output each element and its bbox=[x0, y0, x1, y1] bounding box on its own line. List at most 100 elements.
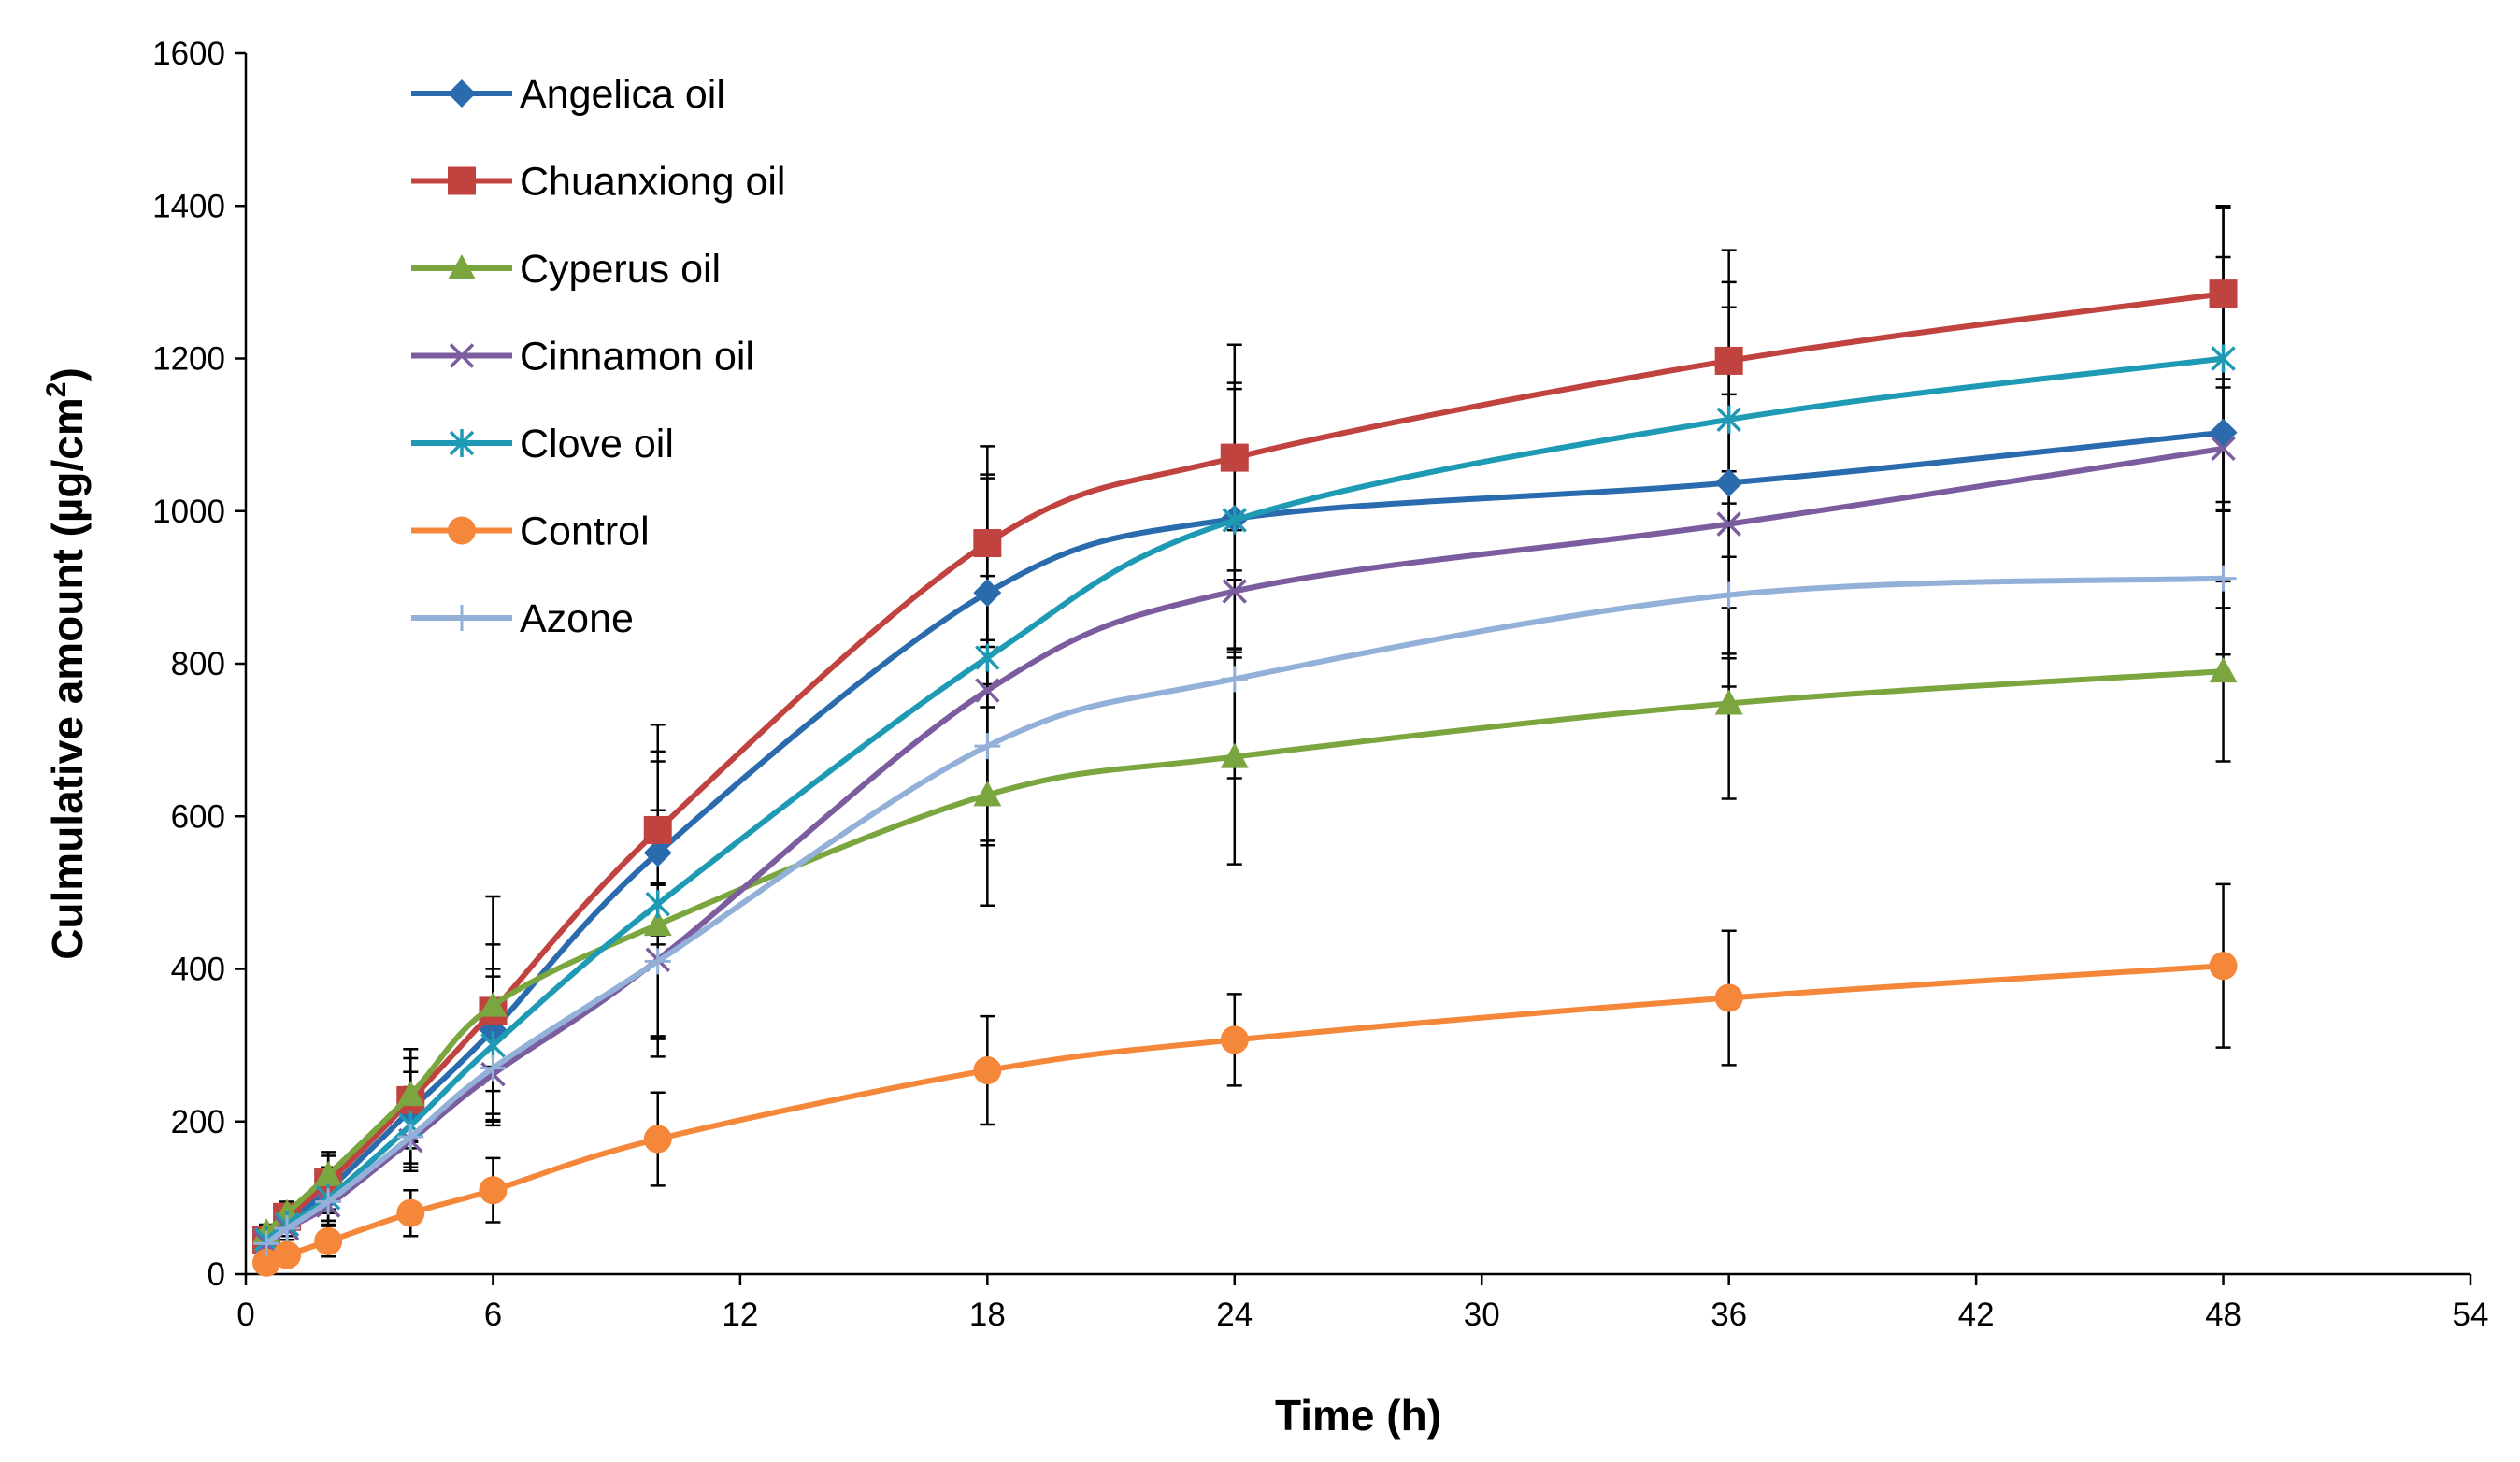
y-tick-label: 400 bbox=[171, 952, 225, 988]
plus-marker bbox=[974, 733, 1001, 760]
circle-marker bbox=[273, 1240, 302, 1269]
triangle-marker bbox=[973, 781, 1002, 807]
diamond-marker bbox=[2209, 418, 2238, 447]
diamond-marker bbox=[973, 579, 1002, 608]
plus-marker bbox=[397, 1124, 424, 1151]
legend-label: Cinnamon oil bbox=[520, 335, 754, 380]
x-tick-label: 24 bbox=[1216, 1297, 1253, 1333]
triangle-marker bbox=[479, 991, 508, 1017]
x-axis-title: Time (h) bbox=[1275, 1391, 1441, 1440]
x-marker bbox=[1716, 511, 1741, 537]
legend-item: Chuanxiong oil bbox=[411, 160, 785, 205]
x-tick-label: 42 bbox=[1958, 1297, 1995, 1333]
x-marker bbox=[2211, 436, 2236, 462]
y-tick-label: 1600 bbox=[152, 36, 225, 72]
y-tick-label: 1400 bbox=[152, 188, 225, 224]
y-tick-label: 1000 bbox=[152, 494, 225, 530]
triangle-marker bbox=[1714, 689, 1743, 715]
plus-marker bbox=[1221, 666, 1248, 693]
star-marker bbox=[2211, 344, 2236, 373]
star-marker bbox=[645, 890, 670, 919]
square-marker bbox=[1220, 443, 1249, 472]
series-cinnamon-oil bbox=[253, 436, 2236, 1256]
series-line bbox=[265, 355, 2224, 1242]
star-marker bbox=[1716, 405, 1741, 434]
triangle-marker bbox=[314, 1160, 343, 1186]
legend-item: Clove oil bbox=[411, 422, 674, 466]
x-marker bbox=[1222, 579, 1248, 604]
y-axis-title-close: ) bbox=[43, 367, 92, 381]
y-tick-label: 600 bbox=[171, 798, 225, 835]
y-axis-title-sup: 2 bbox=[41, 382, 72, 398]
plus-marker bbox=[449, 605, 475, 631]
y-tick-label: 0 bbox=[208, 1256, 225, 1293]
x-tick-label: 18 bbox=[969, 1297, 1006, 1333]
series-clove-oil bbox=[253, 344, 2236, 1254]
star-marker bbox=[1222, 506, 1248, 535]
diamond-marker bbox=[1714, 468, 1743, 497]
square-marker bbox=[973, 529, 1002, 558]
legend: Angelica oil Chuanxiong oil Cyperus oil Cin… bbox=[411, 72, 785, 641]
circle-marker bbox=[2209, 952, 2238, 981]
y-tick-label: 200 bbox=[171, 1104, 225, 1140]
circle-marker bbox=[1220, 1025, 1249, 1054]
plus-marker bbox=[315, 1188, 342, 1215]
y-axis-title: Culmulative amount (µg/cm2) bbox=[41, 367, 92, 960]
legend-label: Clove oil bbox=[520, 422, 674, 466]
x-tick-label: 12 bbox=[722, 1297, 758, 1333]
plus-marker bbox=[2210, 565, 2237, 592]
triangle-marker bbox=[448, 254, 476, 280]
x-tick-label: 48 bbox=[2205, 1297, 2241, 1333]
legend-item: Cyperus oil bbox=[411, 247, 721, 292]
legend-item: Azone bbox=[411, 596, 634, 641]
square-marker bbox=[1714, 346, 1743, 375]
square-marker bbox=[643, 815, 672, 844]
plus-marker bbox=[1715, 581, 1742, 609]
x-marker bbox=[975, 678, 1000, 703]
x-tick-label: 0 bbox=[236, 1297, 254, 1333]
legend-label: Control bbox=[520, 509, 650, 554]
star-marker bbox=[449, 429, 475, 457]
legend-item: Cinnamon oil bbox=[411, 335, 754, 380]
circle-marker bbox=[479, 1176, 508, 1205]
plus-marker bbox=[480, 1054, 507, 1082]
plus-marker bbox=[644, 948, 671, 975]
plus-marker bbox=[253, 1230, 280, 1257]
x-tick-label: 6 bbox=[484, 1297, 502, 1333]
circle-marker bbox=[643, 1125, 672, 1154]
legend-label: Azone bbox=[520, 596, 634, 641]
triangle-marker bbox=[2209, 657, 2238, 683]
diamond-marker bbox=[643, 838, 672, 867]
series-azone bbox=[253, 565, 2237, 1257]
legend-label: Chuanxiong oil bbox=[520, 160, 785, 205]
axes: 0 6 12 18 24 30 36 42 48 54 0 200 400 600 800 1000 1200 1… bbox=[152, 36, 2488, 1333]
series-line bbox=[265, 963, 2224, 1266]
x-tick-label: 54 bbox=[2453, 1297, 2489, 1333]
y-tick-label: 800 bbox=[171, 646, 225, 682]
star-marker bbox=[975, 643, 1000, 672]
legend-item: Angelica oil bbox=[411, 72, 725, 117]
x-tick-label: 30 bbox=[1464, 1297, 1500, 1333]
square-marker bbox=[2209, 280, 2238, 308]
circle-marker bbox=[396, 1198, 425, 1227]
diamond-marker bbox=[448, 79, 476, 108]
triangle-marker bbox=[643, 910, 672, 937]
legend-item: Control bbox=[411, 509, 650, 554]
y-tick-label: 1200 bbox=[152, 341, 225, 378]
legend-label: Cyperus oil bbox=[520, 247, 721, 292]
series-control bbox=[252, 952, 2238, 1277]
legend-label: Angelica oil bbox=[520, 72, 725, 117]
series-line bbox=[265, 445, 2225, 1246]
circle-marker bbox=[448, 516, 476, 545]
circle-marker bbox=[314, 1226, 343, 1255]
y-axis-title-main: Culmulative amount (µg/cm bbox=[43, 397, 92, 960]
circle-marker bbox=[973, 1056, 1002, 1085]
series-lines bbox=[252, 280, 2238, 1277]
triangle-marker bbox=[1220, 742, 1249, 768]
plus-marker bbox=[274, 1215, 301, 1242]
triangle-marker bbox=[396, 1081, 425, 1107]
series-cyperus-oil bbox=[252, 657, 2238, 1244]
square-marker bbox=[448, 166, 476, 195]
circle-marker bbox=[1714, 983, 1743, 1012]
